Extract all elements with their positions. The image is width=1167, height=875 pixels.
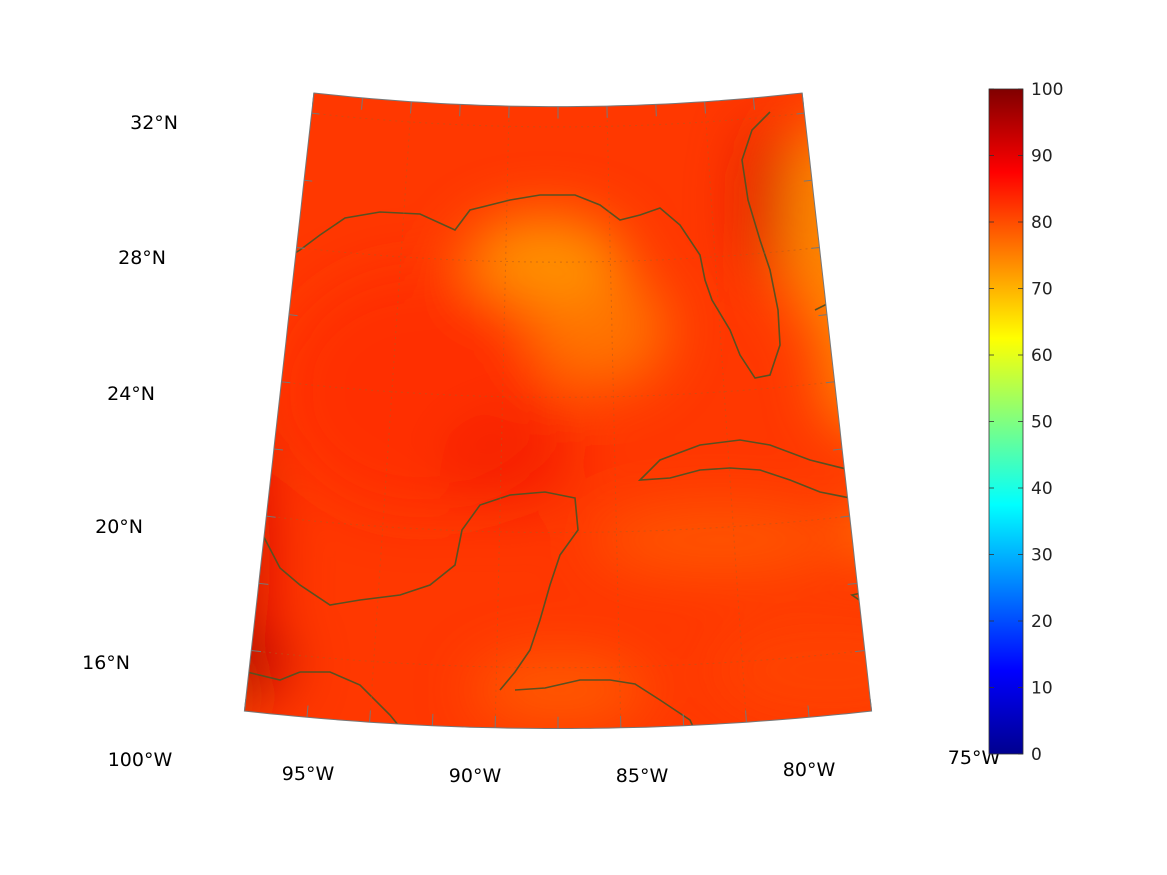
colorbar-tick-label: 100 <box>1031 80 1063 100</box>
lat-tick <box>288 314 298 317</box>
lon-tick <box>682 713 685 726</box>
colorbar-tick-label: 90 <box>1031 147 1053 167</box>
lat-tick <box>840 515 850 518</box>
lat-tick <box>251 650 262 653</box>
map-frame <box>243 92 873 729</box>
graticule <box>244 106 872 728</box>
lat-tick <box>811 246 820 249</box>
parallel-line <box>281 381 835 398</box>
lon-tick <box>752 97 755 110</box>
colorbar-tick-label: 40 <box>1031 479 1053 499</box>
longitude-axis-labels: 100°W 95°W 90°W 85°W 80°W 75°W <box>108 747 1001 787</box>
lat-tick <box>803 179 812 182</box>
lat-tick <box>796 112 805 115</box>
lon-tick <box>807 705 810 718</box>
lon-label-100w: 100°W <box>108 749 173 771</box>
lon-label-75w: 75°W <box>948 747 1001 769</box>
lon-tick <box>361 97 364 110</box>
colorbar-tick-label: 10 <box>1031 679 1053 699</box>
lon-label-80w: 80°W <box>783 759 836 781</box>
latitude-axis-labels: 32°N 28°N 24°N 20°N 16°N <box>82 112 178 674</box>
colorbar-gradient <box>988 88 1024 755</box>
lat-label-16n: 16°N <box>82 652 130 674</box>
colorbar-tick-label: 30 <box>1031 546 1053 566</box>
lon-label-95w: 95°W <box>282 763 335 785</box>
lat-tick <box>847 582 858 585</box>
lon-tick <box>410 101 412 114</box>
lon-tick <box>745 710 747 723</box>
frame-boundary <box>243 92 873 729</box>
lat-tick <box>281 381 291 384</box>
lat-label-28n: 28°N <box>118 247 166 269</box>
lon-tick <box>369 710 371 723</box>
colorbar-tick-label: 50 <box>1031 413 1053 433</box>
lon-tick <box>801 92 804 105</box>
lon-tick <box>459 104 461 117</box>
lat-tick <box>258 582 269 585</box>
lat-tick <box>296 246 305 249</box>
colorbar-tick-label: 60 <box>1031 346 1053 366</box>
lon-tick <box>431 713 434 726</box>
lat-label-24n: 24°N <box>107 383 155 405</box>
lon-tick <box>312 92 315 105</box>
lon-label-85w: 85°W <box>616 765 669 787</box>
colorbar-tick-label: 20 <box>1031 612 1053 632</box>
parallel-line <box>311 112 805 128</box>
lat-tick <box>818 314 828 317</box>
lat-tick <box>273 448 283 451</box>
lon-tick <box>655 104 657 117</box>
lat-tick <box>833 448 843 451</box>
field-variations <box>244 110 872 729</box>
lat-label-32n: 32°N <box>130 112 178 134</box>
lat-tick <box>854 650 865 653</box>
lon-tick <box>869 699 873 712</box>
lat-tick <box>266 515 276 518</box>
lon-tick <box>306 705 309 718</box>
lon-tick <box>243 699 247 712</box>
lat-label-20n: 20°N <box>95 516 143 538</box>
lon-label-90w: 90°W <box>449 765 502 787</box>
parallel-line <box>251 650 865 669</box>
lon-tick <box>704 101 706 114</box>
colorbar-tick-label: 0 <box>1031 745 1042 765</box>
colorbar-ticks <box>989 88 1023 755</box>
lat-tick <box>311 112 320 115</box>
parallel-line <box>266 515 850 533</box>
colorbar-tick-label: 80 <box>1031 213 1053 233</box>
map-field <box>244 93 872 729</box>
lat-tick <box>304 179 313 182</box>
lat-tick <box>825 381 835 384</box>
colorbar-tick-label: 70 <box>1031 280 1053 300</box>
